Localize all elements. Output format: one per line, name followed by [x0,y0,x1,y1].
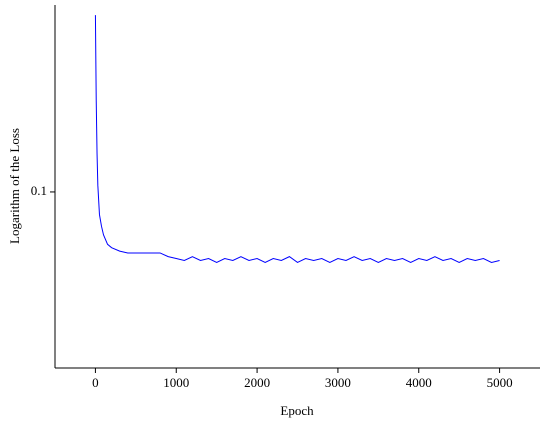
x-tick-label: 2000 [244,375,270,390]
x-tick-label: 4000 [406,375,432,390]
y-tick-label: 0.1 [31,183,47,198]
x-tick-label: 5000 [487,375,513,390]
x-axis-label: Epoch [280,403,314,418]
x-tick-label: 1000 [163,375,189,390]
loss-line [94,15,500,264]
x-tick-label: 0 [92,375,99,390]
y-axis-label: Logarithm of the Loss [7,128,22,244]
x-tick-label: 3000 [325,375,351,390]
